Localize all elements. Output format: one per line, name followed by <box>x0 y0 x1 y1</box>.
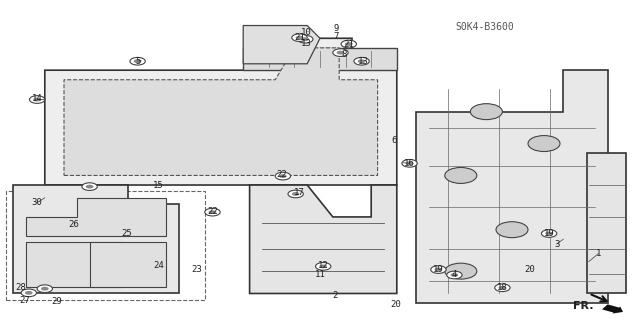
Text: 7: 7 <box>333 32 339 41</box>
Text: 23: 23 <box>192 265 202 274</box>
Circle shape <box>541 230 557 237</box>
Circle shape <box>82 183 97 190</box>
Circle shape <box>41 287 49 291</box>
Circle shape <box>337 51 344 55</box>
Circle shape <box>288 190 303 198</box>
Text: 22: 22 <box>276 170 287 179</box>
Polygon shape <box>13 185 179 293</box>
Text: 14: 14 <box>32 94 42 103</box>
Polygon shape <box>250 185 397 293</box>
Circle shape <box>301 37 309 41</box>
Circle shape <box>25 291 33 295</box>
Text: 13: 13 <box>358 57 369 66</box>
Text: 5: 5 <box>135 57 140 66</box>
Circle shape <box>209 210 216 214</box>
Circle shape <box>406 161 413 165</box>
Circle shape <box>333 49 348 56</box>
Text: 11: 11 <box>315 271 325 279</box>
Text: FR.: FR. <box>573 301 594 311</box>
Text: 12: 12 <box>318 261 328 270</box>
Circle shape <box>528 136 560 152</box>
Circle shape <box>495 284 510 292</box>
Circle shape <box>431 266 446 273</box>
Text: 9: 9 <box>333 24 339 33</box>
Text: S0K4-B3600: S0K4-B3600 <box>456 22 515 32</box>
Circle shape <box>402 160 417 167</box>
Text: 8: 8 <box>342 50 347 59</box>
Circle shape <box>296 36 303 40</box>
Circle shape <box>21 289 36 297</box>
Text: 29: 29 <box>51 297 61 306</box>
Circle shape <box>496 222 528 238</box>
Text: 16: 16 <box>404 159 415 168</box>
Text: 22: 22 <box>207 207 218 216</box>
Circle shape <box>358 59 365 63</box>
Circle shape <box>345 42 353 46</box>
Circle shape <box>292 192 300 196</box>
Polygon shape <box>90 242 166 287</box>
FancyArrow shape <box>602 304 623 314</box>
Text: 20: 20 <box>390 300 401 309</box>
Circle shape <box>279 174 287 178</box>
Circle shape <box>470 104 502 120</box>
Text: 25: 25 <box>122 229 132 238</box>
Text: 15: 15 <box>154 181 164 190</box>
Circle shape <box>298 35 313 43</box>
Text: 19: 19 <box>544 229 554 238</box>
Circle shape <box>86 185 93 189</box>
Text: 17: 17 <box>294 189 305 197</box>
Circle shape <box>205 208 220 216</box>
Text: 20: 20 <box>525 265 535 274</box>
Circle shape <box>445 263 477 279</box>
Text: 27: 27 <box>19 296 29 305</box>
Polygon shape <box>243 48 397 70</box>
Text: 21: 21 <box>344 40 354 48</box>
Text: 24: 24 <box>154 261 164 270</box>
Polygon shape <box>243 26 320 64</box>
Text: 10: 10 <box>301 28 311 37</box>
Circle shape <box>447 271 462 279</box>
Text: 18: 18 <box>497 283 508 292</box>
Circle shape <box>29 96 45 103</box>
Circle shape <box>292 34 307 41</box>
Circle shape <box>130 57 145 65</box>
Text: 19: 19 <box>433 265 444 274</box>
Circle shape <box>319 264 327 268</box>
Circle shape <box>354 57 369 65</box>
Circle shape <box>275 172 291 180</box>
Circle shape <box>37 285 52 293</box>
Text: 4: 4 <box>452 271 457 279</box>
Circle shape <box>316 263 331 270</box>
Text: 2: 2 <box>332 291 337 300</box>
Circle shape <box>341 40 356 48</box>
Circle shape <box>451 273 458 277</box>
Polygon shape <box>64 48 378 175</box>
Polygon shape <box>416 70 608 303</box>
Text: 28: 28 <box>15 283 26 292</box>
Text: 21: 21 <box>294 33 305 42</box>
Text: 26: 26 <box>68 220 79 229</box>
Polygon shape <box>26 242 122 287</box>
Circle shape <box>445 167 477 183</box>
Text: 1: 1 <box>596 249 601 258</box>
Text: 30: 30 <box>32 198 42 207</box>
Circle shape <box>499 286 506 290</box>
Polygon shape <box>587 153 626 293</box>
Text: 6: 6 <box>391 136 396 145</box>
Circle shape <box>134 59 141 63</box>
Circle shape <box>435 268 442 271</box>
Circle shape <box>33 98 41 101</box>
Text: 3: 3 <box>554 240 559 249</box>
Polygon shape <box>45 38 397 185</box>
Text: 13: 13 <box>301 39 311 48</box>
Polygon shape <box>26 198 166 236</box>
Circle shape <box>545 232 553 235</box>
